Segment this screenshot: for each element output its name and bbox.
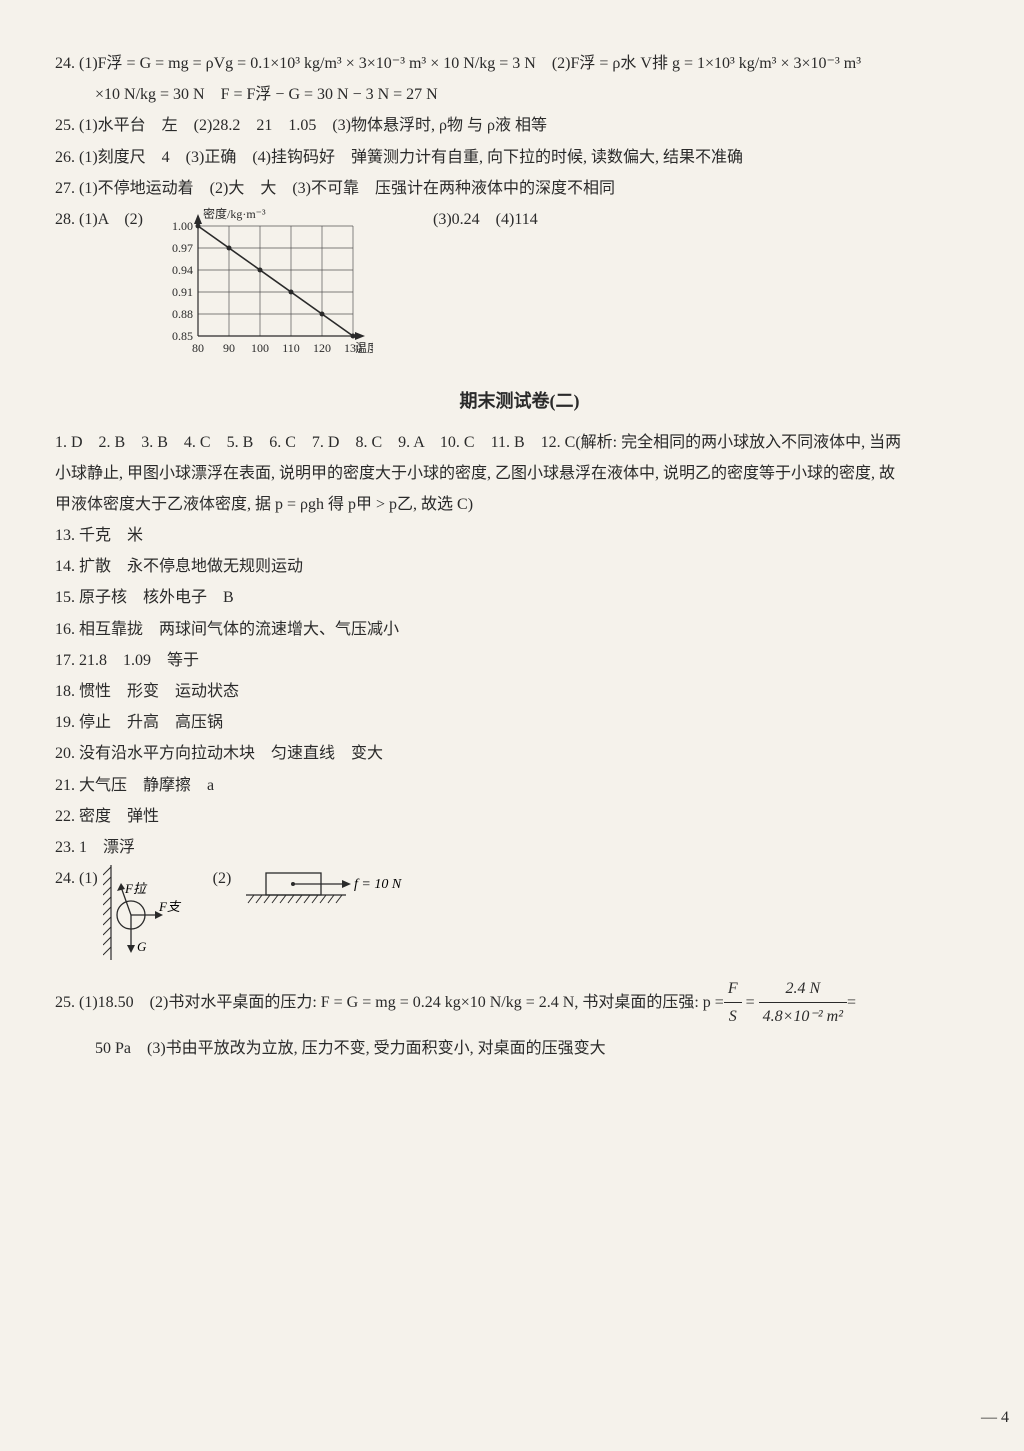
- q16: 16. 相互靠拢 两球间气体的流速增大、气压减小: [55, 616, 984, 643]
- q13: 13. 千克 米: [55, 522, 984, 549]
- q25a-text: 25. (1)18.50 (2)书对水平桌面的压力: F = G = mg = …: [55, 989, 724, 1016]
- q19: 19. 停止 升高 高压锅: [55, 709, 984, 736]
- q24-diagram-row: 24. (1) F拉 F支 G (2) f = 10 N: [55, 865, 984, 965]
- q24-line2: ×10 N/kg = 30 N F = F浮 − G = 30 N − 3 N …: [55, 81, 984, 108]
- svg-text:110: 110: [282, 341, 300, 355]
- force-diagram-2: f = 10 N: [246, 865, 406, 915]
- q25a: 25. (1)18.50 (2)书对水平桌面的压力: F = G = mg = …: [55, 975, 984, 1030]
- section-title: 期末测试卷(二): [55, 386, 984, 417]
- choices-line2: 小球静止, 甲图小球漂浮在表面, 说明甲的密度大于小球的密度, 乙图小球悬浮在液…: [55, 460, 984, 487]
- q28-row: 28. (1)A (2) 密度/kg·m⁻³ 1.00 0.97 0.94 0.91 0.…: [55, 206, 984, 366]
- svg-text:0.97: 0.97: [172, 241, 193, 255]
- q17: 17. 21.8 1.09 等于: [55, 647, 984, 674]
- svg-text:100: 100: [251, 341, 269, 355]
- q28-right: (3)0.24 (4)114: [433, 206, 538, 233]
- q14: 14. 扩散 永不停息地做无规则运动: [55, 553, 984, 580]
- page-number: — 4: [981, 1404, 1009, 1431]
- frac1-den: S: [724, 1003, 742, 1030]
- svg-text:1.00: 1.00: [172, 219, 193, 233]
- density-temp-chart: 密度/kg·m⁻³ 1.00 0.97 0.94 0.91 0.88 0.8580 90 100…: [153, 206, 373, 366]
- q26-line: 26. (1)刻度尺 4 (3)正确 (4)挂钩码好 弹簧测力计有自重, 向下拉…: [55, 144, 984, 171]
- svg-text:密度/kg·m⁻³: 密度/kg·m⁻³: [203, 206, 266, 221]
- q18: 18. 惯性 形变 运动状态: [55, 678, 984, 705]
- q25-tail: =: [847, 989, 856, 1016]
- svg-text:80: 80: [192, 341, 204, 355]
- frac2-den: 4.8×10⁻² m²: [759, 1003, 847, 1030]
- svg-text:90: 90: [223, 341, 235, 355]
- svg-text:G: G: [137, 939, 147, 954]
- q20: 20. 没有沿水平方向拉动木块 匀速直线 变大: [55, 740, 984, 767]
- svg-text:F支: F支: [158, 899, 182, 914]
- choices-line3: 甲液体密度大于乙液体密度, 据 p = ρgh 得 p甲 > p乙, 故选 C): [55, 491, 984, 518]
- frac2: 2.4 N 4.8×10⁻² m²: [759, 975, 847, 1030]
- force-diagram-1: F拉 F支 G: [103, 865, 183, 965]
- q28-left: 28. (1)A (2): [55, 206, 143, 233]
- q24-prefix: 24. (1): [55, 865, 98, 892]
- frac1: F S: [724, 975, 742, 1030]
- q24-line1: 24. (1)F浮 = G = mg = ρVg = 0.1×10³ kg/m³…: [55, 50, 984, 77]
- q25b: 50 Pa (3)书由平放改为立放, 压力不变, 受力面积变小, 对桌面的压强变…: [55, 1035, 984, 1062]
- q15: 15. 原子核 核外电子 B: [55, 584, 984, 611]
- svg-text:120: 120: [313, 341, 331, 355]
- q21: 21. 大气压 静摩擦 a: [55, 772, 984, 799]
- svg-text:0.85: 0.85: [172, 329, 193, 343]
- choices-line1: 1. D 2. B 3. B 4. C 5. B 6. C 7. D 8. C …: [55, 429, 984, 456]
- q23: 23. 1 漂浮: [55, 834, 984, 861]
- svg-text:f = 10 N: f = 10 N: [354, 877, 402, 892]
- frac1-num: F: [724, 975, 742, 1003]
- q25-line: 25. (1)水平台 左 (2)28.2 21 1.05 (3)物体悬浮时, ρ…: [55, 112, 984, 139]
- q24-mid: (2): [213, 865, 232, 892]
- frac2-num: 2.4 N: [759, 975, 847, 1003]
- svg-text:0.91: 0.91: [172, 285, 193, 299]
- q27-line: 27. (1)不停地运动着 (2)大 大 (3)不可靠 压强计在两种液体中的深度…: [55, 175, 984, 202]
- q22: 22. 密度 弹性: [55, 803, 984, 830]
- svg-text:温度/℃: 温度/℃: [355, 340, 373, 355]
- svg-text:F拉: F拉: [124, 881, 148, 896]
- svg-text:0.94: 0.94: [172, 263, 193, 277]
- svg-text:0.88: 0.88: [172, 307, 193, 321]
